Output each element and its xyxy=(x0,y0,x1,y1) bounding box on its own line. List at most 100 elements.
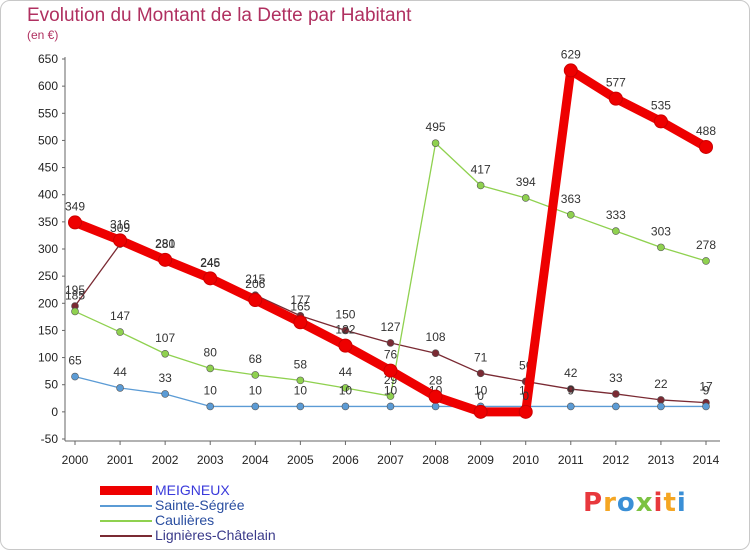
data-label: 303 xyxy=(651,224,671,238)
y-tick-label: -50 xyxy=(41,432,59,446)
data-label: 349 xyxy=(65,199,85,213)
data-label: 44 xyxy=(339,365,353,379)
logo-letter: i xyxy=(653,488,664,518)
data-label: 495 xyxy=(426,120,446,134)
data-label: 33 xyxy=(158,371,172,385)
data-label: 10 xyxy=(294,383,308,397)
data-point xyxy=(612,390,620,398)
data-point xyxy=(386,402,395,411)
legend-label: MEIGNEUX xyxy=(155,482,230,498)
data-label: 9 xyxy=(703,383,710,397)
data-point xyxy=(341,384,350,392)
y-tick-label: 400 xyxy=(38,188,58,202)
data-label: 280 xyxy=(155,237,175,251)
data-point xyxy=(341,326,350,335)
data-label: 147 xyxy=(110,309,130,323)
x-tick-label: 2010 xyxy=(512,453,539,467)
y-tick-label: 550 xyxy=(38,106,58,120)
data-point xyxy=(161,390,169,398)
x-tick-label: 2002 xyxy=(152,453,179,467)
y-tick-label: 200 xyxy=(38,296,58,310)
legend-label: Sainte-Ségrée xyxy=(155,497,245,513)
x-tick-label: 2004 xyxy=(242,453,269,467)
data-point xyxy=(116,384,124,392)
data-label: 278 xyxy=(696,238,716,252)
y-tick-label: 350 xyxy=(38,215,58,229)
logo-letter: x xyxy=(635,488,654,518)
y-tick-label: 450 xyxy=(38,161,58,175)
data-label: 577 xyxy=(606,76,626,90)
logo-letter: o xyxy=(616,488,636,518)
data-label: 33 xyxy=(609,371,623,385)
y-tick-label: 100 xyxy=(38,351,58,365)
data-label: 535 xyxy=(651,98,671,112)
data-point xyxy=(341,402,350,411)
data-point xyxy=(116,328,124,336)
proxiti-logo: Proxiti xyxy=(583,488,687,518)
chart-title: Evolution du Montant de la Dette par Hab… xyxy=(27,5,412,26)
data-point xyxy=(113,233,128,248)
logo-letter: i xyxy=(676,488,687,518)
data-point xyxy=(206,364,215,373)
data-point xyxy=(71,307,79,316)
legend-swatch xyxy=(100,486,152,495)
data-point xyxy=(702,257,710,265)
data-label: 309 xyxy=(110,221,130,235)
data-point xyxy=(476,369,485,378)
x-tick-label: 2014 xyxy=(693,453,720,467)
data-point xyxy=(431,402,440,411)
data-point xyxy=(608,91,623,106)
data-label: 28 xyxy=(429,374,443,388)
data-point xyxy=(203,271,218,286)
data-point xyxy=(657,396,665,404)
data-label: 108 xyxy=(426,330,446,344)
data-point xyxy=(657,402,665,411)
data-label: 122 xyxy=(335,323,355,337)
legend-item: MEIGNEUX xyxy=(100,483,276,498)
data-point xyxy=(251,371,260,379)
data-point xyxy=(158,252,173,267)
legend-item: Sainte-Ségrée xyxy=(100,498,276,513)
x-tick-label: 2007 xyxy=(377,453,404,467)
data-label: 22 xyxy=(654,377,668,391)
data-label: 17 xyxy=(699,380,713,394)
data-point xyxy=(612,402,620,411)
data-label: 629 xyxy=(561,47,581,61)
data-point xyxy=(383,363,398,378)
data-point xyxy=(296,376,305,385)
x-tick-label: 2011 xyxy=(558,453,584,467)
data-label: 0 xyxy=(522,389,529,403)
data-label: 215 xyxy=(245,272,265,286)
data-label: 10 xyxy=(474,383,488,397)
y-tick-label: 0 xyxy=(51,405,58,419)
data-point xyxy=(702,402,710,411)
unit-label: (en €) xyxy=(27,28,59,42)
data-point xyxy=(566,211,575,219)
legend-swatch xyxy=(100,534,152,537)
data-label: 10 xyxy=(339,383,353,397)
data-point xyxy=(428,389,443,404)
data-point xyxy=(476,181,485,190)
data-point xyxy=(657,243,665,252)
data-label: 80 xyxy=(204,345,218,359)
data-point xyxy=(566,402,575,411)
data-point xyxy=(251,402,260,411)
data-label: 417 xyxy=(471,162,491,176)
data-point xyxy=(386,339,395,347)
data-point xyxy=(653,114,668,129)
data-point xyxy=(248,293,263,308)
data-label: 71 xyxy=(474,350,488,364)
x-tick-label: 2001 xyxy=(107,453,134,467)
data-point xyxy=(518,404,533,419)
x-tick-label: 2009 xyxy=(467,453,494,467)
data-label: 10 xyxy=(249,383,263,397)
data-label: 195 xyxy=(65,283,85,297)
legend-label: Lignières-Châtelain xyxy=(155,527,276,543)
data-label: 150 xyxy=(335,307,355,321)
data-label: 10 xyxy=(204,383,218,397)
data-label: 165 xyxy=(290,299,310,313)
data-point xyxy=(68,215,82,230)
data-label: 185 xyxy=(65,288,85,302)
x-tick-label: 2006 xyxy=(332,453,359,467)
